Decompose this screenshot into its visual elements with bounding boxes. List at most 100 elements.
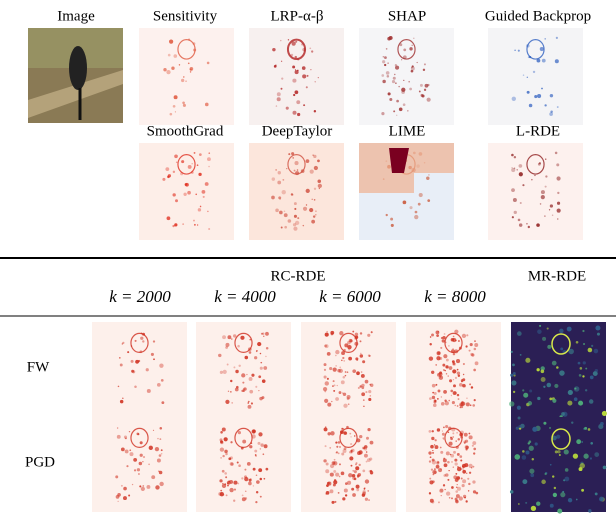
heat-speck (451, 497, 453, 500)
mr-speck (585, 367, 588, 370)
heat-speck (511, 188, 515, 193)
heat-speck (432, 480, 435, 483)
heat-speck (429, 498, 434, 503)
heat-speck (162, 177, 166, 181)
heat-speck (381, 74, 385, 77)
heat-speck (392, 76, 396, 80)
heat-speck (325, 469, 330, 474)
heat-speck (549, 204, 553, 208)
mr-speck (523, 392, 529, 398)
heat-speck (402, 103, 406, 107)
heat-speck (514, 49, 516, 51)
heat-speck (129, 452, 134, 457)
heat-speck (342, 392, 347, 397)
mr-speck (590, 442, 594, 445)
heat-head (177, 154, 196, 175)
heat-speck (455, 440, 457, 442)
heat-speck (436, 428, 441, 432)
heat-speck (265, 355, 267, 358)
heat-speck (335, 451, 339, 454)
heat-speck (432, 473, 435, 476)
heat-speck (187, 190, 191, 195)
heat-speck (544, 185, 547, 188)
heat-speck (327, 402, 332, 407)
heat-speck (237, 482, 240, 485)
heat-speck (528, 103, 533, 108)
heat-speck (363, 405, 365, 407)
heat-head (234, 332, 253, 353)
heat-speck (368, 499, 370, 501)
heat-speck (172, 104, 176, 108)
heat-speck (142, 485, 145, 487)
mr-speck (567, 400, 573, 406)
heat-speck (452, 335, 455, 338)
heat-speck (257, 441, 261, 445)
mr-speck (511, 380, 517, 386)
heat-speck (146, 388, 151, 393)
heat-speck (470, 386, 474, 389)
heat-speck (557, 191, 560, 195)
mr-speck (542, 336, 547, 341)
heat-speck (440, 495, 442, 497)
heat-speck (556, 106, 559, 108)
heat-speck (225, 452, 228, 456)
heat-speck (250, 402, 254, 405)
heat-speck (196, 224, 199, 226)
group-header: RC-RDE (270, 268, 325, 284)
mr-speck (525, 501, 528, 504)
heat-speck (435, 330, 440, 335)
heat-speck (120, 447, 125, 452)
heat-speck (434, 445, 439, 450)
heat-speck (260, 332, 264, 335)
heat-speck (167, 174, 172, 178)
heat-speck (462, 479, 467, 484)
heat-speck (428, 356, 434, 361)
heat-speck (401, 87, 406, 92)
mr-speck (559, 370, 565, 376)
mr-speck (529, 468, 535, 474)
heat-speck (124, 449, 129, 454)
heat-speck (458, 496, 463, 501)
heat-head (234, 427, 253, 448)
heat-speck (382, 55, 385, 58)
heat-speck (362, 469, 366, 473)
heat-speck (385, 48, 388, 50)
heat-speck (226, 363, 229, 366)
heat-speck (329, 366, 333, 371)
heat-speck (185, 80, 187, 83)
heat-speck (517, 49, 520, 52)
heat-speck (184, 183, 188, 186)
heat-speck (287, 39, 290, 41)
heat-speck (131, 483, 134, 486)
heat-speck (362, 399, 365, 401)
heat-speck (333, 384, 336, 387)
heat-speck (461, 380, 463, 383)
heat-speck (353, 477, 357, 481)
heat-speck (544, 104, 547, 107)
heat-speck (271, 177, 276, 181)
heat-speck (310, 68, 312, 71)
heat-speck (356, 371, 360, 376)
heat-speck (463, 432, 468, 437)
heat-speck (452, 466, 454, 468)
heat-speck (223, 437, 228, 442)
heat-speck (332, 367, 337, 372)
heat-speck (387, 62, 389, 64)
heat-speck (472, 465, 475, 468)
heatmap (301, 322, 396, 417)
heat-speck (171, 66, 175, 70)
method-label: DeepTaylor (262, 123, 333, 139)
heat-speck (422, 68, 426, 72)
heat-speck (115, 494, 120, 499)
heat-speck (369, 440, 374, 445)
heat-speck (324, 381, 329, 386)
heat-speck (545, 158, 547, 160)
mr-speck (534, 442, 538, 446)
heat-speck (365, 451, 368, 453)
heat-speck (350, 442, 353, 446)
heat-speck (357, 451, 361, 456)
heat-speck (442, 484, 446, 487)
heat-speck (346, 397, 350, 401)
heat-speck (158, 454, 162, 457)
heat-speck (128, 494, 131, 497)
